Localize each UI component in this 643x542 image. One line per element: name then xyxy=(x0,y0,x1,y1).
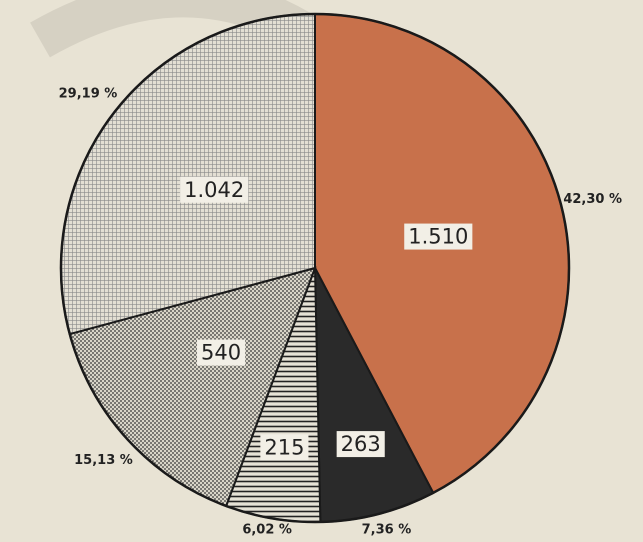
labels: 1.510 42,30 % 263 7,36 % 215 6,02 % 540 15,13 %… xyxy=(59,87,622,538)
value-label: 1.042 xyxy=(184,178,244,202)
percent-label: 42,30 % xyxy=(563,192,622,207)
value-label: 1.510 xyxy=(408,225,468,249)
value-label: 540 xyxy=(201,340,241,364)
percent-label: 29,19 % xyxy=(59,87,118,102)
value-label-background xyxy=(260,434,309,461)
percent-label: 6,02 % xyxy=(242,523,292,538)
pie-outline xyxy=(59,12,571,524)
background-watermark xyxy=(30,0,311,58)
value-label-background xyxy=(404,223,473,250)
percent-label: 15,13 % xyxy=(74,453,133,468)
value-label-background xyxy=(197,339,246,366)
value-label-background xyxy=(336,431,385,458)
value-label-background xyxy=(180,176,249,203)
value-label: 215 xyxy=(264,435,304,459)
percent-label: 7,36 % xyxy=(362,523,412,538)
pie xyxy=(59,12,571,524)
value-label: 263 xyxy=(341,432,381,456)
